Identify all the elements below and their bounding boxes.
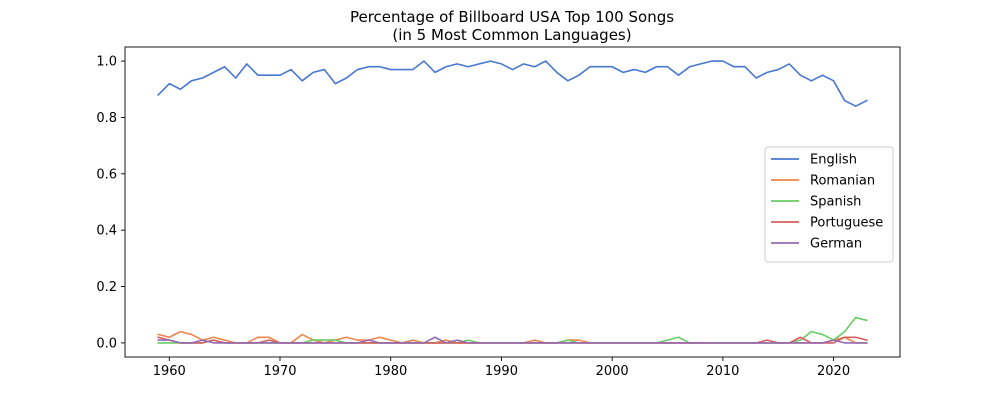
y-tick-label: 0.0 xyxy=(96,336,117,351)
legend-box xyxy=(764,146,894,263)
legend: English Romanian Spanish Portuguese German xyxy=(764,146,894,263)
legend-label-portuguese: Portuguese xyxy=(810,216,883,231)
x-tick-label: 2020 xyxy=(817,364,850,379)
series-lines xyxy=(157,60,868,344)
series-line-german xyxy=(157,336,868,344)
y-tick-label: 0.8 xyxy=(96,111,117,126)
x-tick-label: 2010 xyxy=(706,364,739,379)
y-tick-label: 1.0 xyxy=(96,55,117,70)
series-line-english xyxy=(157,60,868,107)
x-tick-label: 1990 xyxy=(485,364,518,379)
legend-label-english: English xyxy=(810,153,857,168)
legend-label-spanish: Spanish xyxy=(810,195,861,210)
axes: 1960 1970 1980 1990 2000 2010 2020 0.0 0.2 0.4 0.6… xyxy=(96,46,901,379)
x-tick-label: 2000 xyxy=(596,364,629,379)
x-tick-label: 1980 xyxy=(374,364,407,379)
y-tick-label: 0.2 xyxy=(96,280,117,295)
chart-title-line-2: (in 5 Most Common Languages) xyxy=(392,26,631,44)
x-tick-label: 1970 xyxy=(263,364,296,379)
legend-label-romanian: Romanian xyxy=(810,174,875,189)
series-line-portuguese xyxy=(157,336,868,344)
y-tick-label: 0.4 xyxy=(96,224,117,239)
y-tick-label: 0.6 xyxy=(96,167,117,182)
plot-frame xyxy=(124,46,901,358)
chart-title-line-1: Percentage of Billboard USA Top 100 Song… xyxy=(350,8,674,26)
series-line-spanish xyxy=(157,316,868,344)
legend-label-german: German xyxy=(810,237,862,252)
x-tick-label: 1960 xyxy=(153,364,186,379)
